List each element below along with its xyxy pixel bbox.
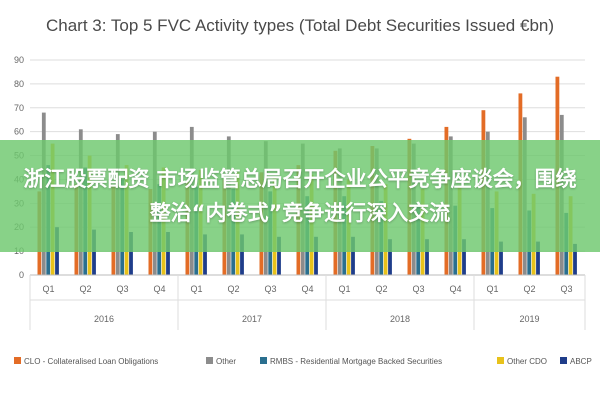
x-tick-label: Q4 — [301, 284, 313, 294]
bar — [425, 239, 429, 275]
legend-swatch — [497, 357, 504, 364]
x-tick-label: Q3 — [412, 284, 424, 294]
x-tick-label: Q1 — [190, 284, 202, 294]
legend-label: Other CDO — [507, 357, 547, 366]
x-tick-label: Q2 — [79, 284, 91, 294]
x-tick-label: Q3 — [264, 284, 276, 294]
x-tick-label: Q2 — [375, 284, 387, 294]
bar — [462, 239, 466, 275]
bar — [499, 241, 503, 275]
y-tick-label: 60 — [14, 127, 24, 137]
x-tick-label: Q4 — [153, 284, 165, 294]
x-group-label: 2019 — [519, 314, 539, 324]
x-group-label: 2016 — [94, 314, 114, 324]
bar — [129, 232, 133, 275]
x-tick-label: Q2 — [227, 284, 239, 294]
legend: CLO - Collateralised Loan Obligations Oth… — [14, 357, 592, 366]
x-group-label: 2018 — [390, 314, 410, 324]
y-tick-label: 80 — [14, 79, 24, 89]
overlay-banner: 浙江股票配资 市场监管总局召开企业公平竞争座谈会，围绕整治“内卷式”竞争进行深入… — [0, 140, 600, 252]
bar — [166, 232, 170, 275]
x-tick-label: Q1 — [486, 284, 498, 294]
x-tick-label: Q1 — [338, 284, 350, 294]
bar — [203, 234, 207, 275]
bar — [277, 236, 281, 275]
x-axis: Q1 Q2 Q3 Q4 Q1 Q2 Q3 Q4 Q1 Q2 Q3 Q4 Q1 Q2 Q3 2016 2017 20… — [29, 274, 586, 330]
x-tick-label: Q2 — [523, 284, 535, 294]
bar — [388, 239, 392, 275]
legend-swatch — [560, 357, 567, 364]
x-tick-label: Q3 — [116, 284, 128, 294]
legend-label: RMBS - Residential Mortgage Backed Secur… — [270, 357, 442, 366]
legend-swatch — [14, 357, 21, 364]
y-tick-label: 70 — [14, 103, 24, 113]
legend-label: ABCP — [570, 357, 592, 366]
chart-title: Chart 3: Top 5 FVC Activity types (Total… — [46, 16, 554, 35]
x-group-label: 2017 — [242, 314, 262, 324]
y-tick-label: 90 — [14, 55, 24, 65]
bar — [536, 241, 540, 275]
bar — [573, 243, 577, 275]
bar — [240, 234, 244, 275]
y-tick-label: 0 — [19, 270, 24, 280]
x-tick-label: Q4 — [449, 284, 461, 294]
legend-label: CLO - Collateralised Loan Obligations — [24, 357, 158, 366]
legend-swatch — [206, 357, 213, 364]
banner-text: 浙江股票配资 市场监管总局召开企业公平竞争座谈会，围绕整治“内卷式”竞争进行深入… — [23, 167, 577, 225]
bar — [314, 236, 318, 275]
legend-swatch — [260, 357, 267, 364]
x-tick-label: Q1 — [42, 284, 54, 294]
bar — [92, 229, 96, 275]
x-tick-label: Q3 — [560, 284, 572, 294]
bar — [351, 236, 355, 275]
legend-label: Other — [216, 357, 236, 366]
